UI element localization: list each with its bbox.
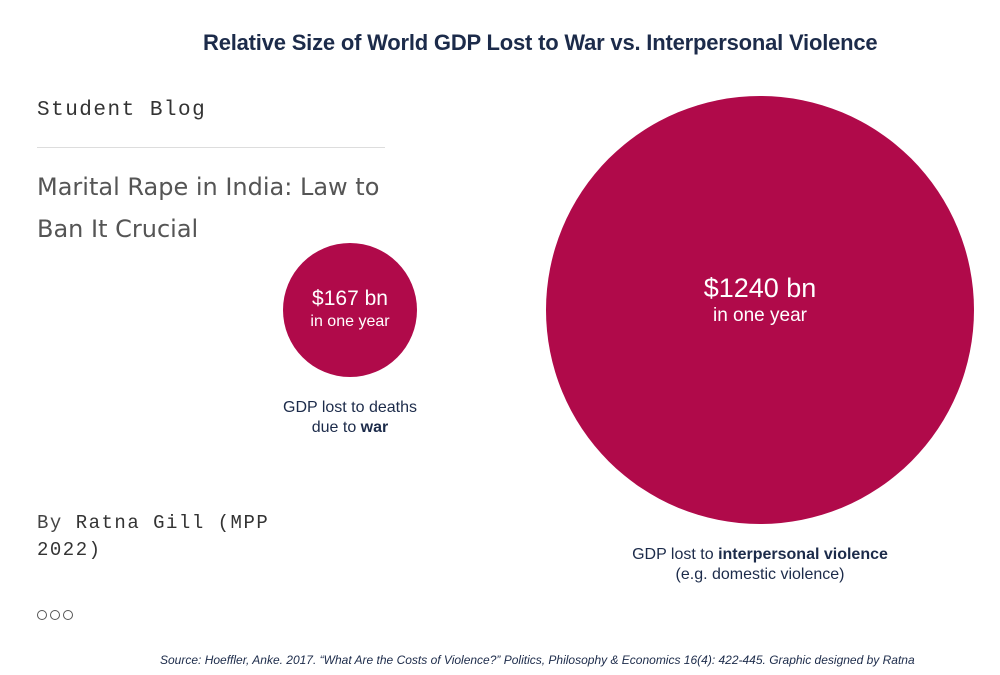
blog-category[interactable]: Student Blog <box>37 99 207 122</box>
caption-war-line2-bold: war <box>360 419 389 436</box>
carousel-dot-3[interactable] <box>63 610 73 620</box>
bubble-violence-label: $1240 bn in one year <box>660 272 860 328</box>
caption-violence-line1-prefix: GDP lost to <box>632 546 719 563</box>
divider <box>37 147 385 148</box>
byline: By Ratna Gill (MPP 2022) <box>37 510 297 564</box>
bubble-violence-period: in one year <box>712 305 807 326</box>
post-title-link[interactable]: Marital Rape in India: Law to Ban It Cru… <box>37 173 380 243</box>
caption-war: GDP lost to deaths due to war <box>250 398 450 438</box>
caption-war-line1: GDP lost to deaths <box>283 399 417 416</box>
bubble-interpersonal-violence <box>546 96 974 524</box>
blog-card[interactable]: Student Blog Marital Rape in India: Law … <box>0 0 430 675</box>
caption-war-line2: due to war <box>250 418 450 438</box>
bubble-war-amount: $167 bn <box>312 287 388 310</box>
caption-war-line2-prefix: due to <box>311 419 361 436</box>
bubble-violence-amount: $1240 bn <box>703 273 817 303</box>
carousel-dots <box>37 610 73 620</box>
caption-violence-line1: GDP lost to interpersonal violence <box>580 545 940 565</box>
caption-violence: GDP lost to interpersonal violence (e.g.… <box>580 545 940 585</box>
bubble-war-label: $167 bn in one year <box>290 286 410 332</box>
bubble-war <box>283 243 417 377</box>
caption-violence-line1-bold: interpersonal violence <box>718 546 888 563</box>
source-note: Source: Hoeffler, Anke. 2017. “What Are … <box>160 653 915 667</box>
caption-violence-line2: (e.g. domestic violence) <box>675 566 845 583</box>
carousel-dot-2[interactable] <box>50 610 60 620</box>
chart-title: Relative Size of World GDP Lost to War v… <box>203 30 878 55</box>
byline-prefix: By <box>37 512 63 534</box>
bubble-war-period: in one year <box>310 313 390 330</box>
carousel-dot-1[interactable] <box>37 610 47 620</box>
byline-author[interactable]: Ratna Gill (MPP 2022) <box>37 512 270 561</box>
